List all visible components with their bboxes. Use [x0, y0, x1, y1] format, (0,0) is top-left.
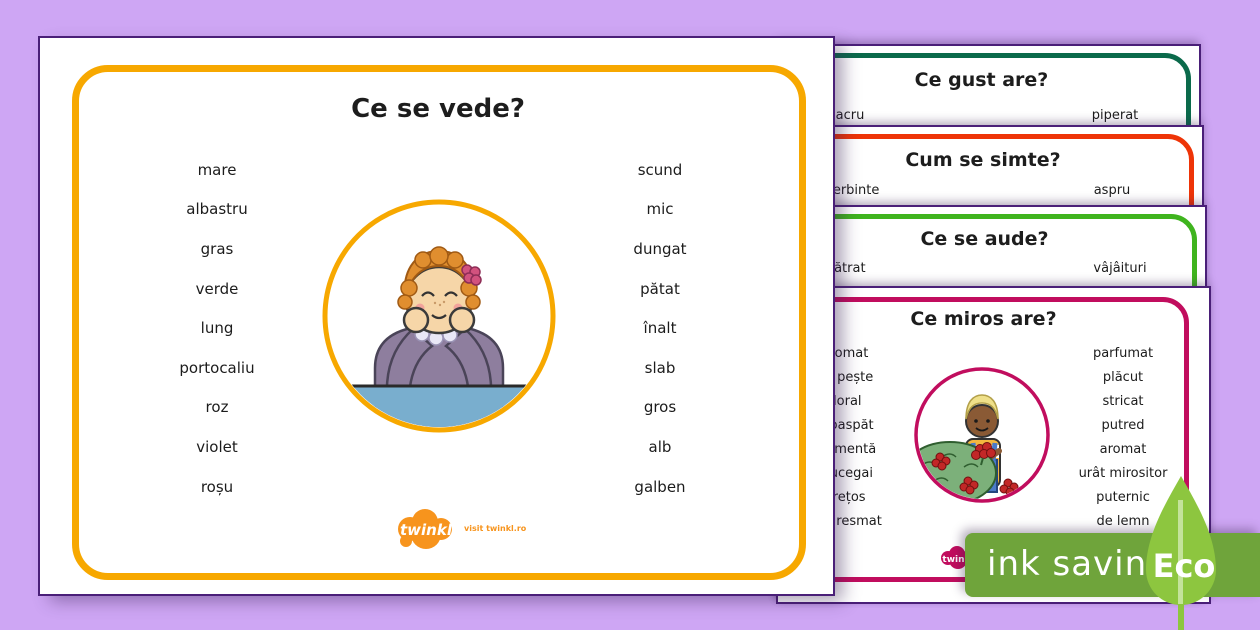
word: roșu — [200, 478, 234, 496]
word: înalt — [643, 319, 677, 337]
word: albastru — [186, 200, 248, 218]
boy-smelling-flowers-illustration — [914, 367, 1050, 503]
word: dungat — [633, 240, 687, 258]
word-mat-page-vede: Ce se vede? mare albastru gras verde lun… — [40, 38, 833, 594]
word: grețos — [824, 490, 866, 505]
word: gras — [200, 240, 234, 258]
word: lătrat — [830, 261, 866, 276]
word: acru — [835, 108, 865, 123]
word: gros — [643, 398, 677, 416]
page-border-vede — [72, 65, 806, 580]
word: stricat — [1102, 394, 1144, 409]
word: mare — [197, 161, 237, 179]
page-title: Ce miros are? — [910, 308, 1057, 330]
word: alb — [648, 438, 672, 456]
word: galben — [634, 478, 686, 496]
word: piperat — [1091, 108, 1139, 123]
word: lung — [200, 319, 234, 337]
word: floral — [828, 394, 862, 409]
word: vâjâituri — [1093, 261, 1147, 276]
page-title: Ce gust are? — [914, 69, 1049, 91]
eco-label: Eco — [1152, 547, 1216, 585]
ink-saving-label: ink saving — [987, 544, 1170, 584]
word: urât mirositor — [1078, 466, 1168, 481]
word: puternic — [1096, 490, 1150, 505]
word: parfumat — [1092, 346, 1154, 361]
word: aromat — [821, 346, 869, 361]
word: roz — [205, 398, 229, 416]
word: violet — [196, 438, 238, 456]
word: aromat — [1099, 442, 1147, 457]
word: aspru — [1093, 183, 1131, 198]
page-title: Ce se vede? — [351, 94, 525, 124]
word: scund — [637, 161, 683, 179]
word: putred — [1101, 418, 1145, 433]
svg-text:twinkl: twinkl — [942, 555, 973, 565]
word: pătat — [640, 280, 680, 298]
twinkl-logo: twinkl — [398, 509, 453, 549]
word: portocaliu — [179, 359, 255, 377]
page-title: Ce se aude? — [920, 228, 1049, 250]
eco-leaf-icon — [1142, 474, 1220, 630]
girl-thinking-illustration — [322, 199, 556, 433]
word: plăcut — [1102, 370, 1144, 385]
word: slab — [644, 359, 676, 377]
svg-text:twinkl: twinkl — [400, 521, 453, 539]
word: verde — [195, 280, 239, 298]
page-title: Cum se simte? — [905, 149, 1061, 171]
word: fierbinte — [824, 183, 880, 198]
word: de lemn — [1096, 514, 1150, 529]
twinkl-tagline: visit twinkl.ro — [464, 524, 527, 533]
word: mic — [646, 200, 674, 218]
